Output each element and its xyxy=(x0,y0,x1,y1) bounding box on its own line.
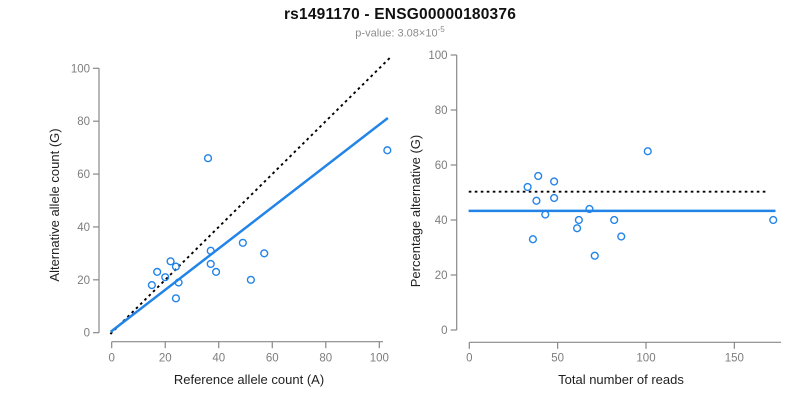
y-tick-label: 80 xyxy=(435,105,448,117)
y-tick-label: 80 xyxy=(77,116,90,128)
y-tick-label: 40 xyxy=(77,222,90,234)
x-tick-label: 0 xyxy=(108,353,114,365)
data-point xyxy=(643,147,652,156)
data-point xyxy=(550,193,559,203)
data-point xyxy=(572,224,582,233)
data-point xyxy=(174,278,183,287)
data-point xyxy=(166,257,175,266)
data-point xyxy=(528,235,538,244)
data-point xyxy=(617,232,626,241)
identity-line xyxy=(109,55,393,335)
data-point xyxy=(590,251,599,260)
y-tick-label: 100 xyxy=(71,63,90,75)
x-tick-label: 80 xyxy=(319,353,332,365)
data-point xyxy=(534,171,543,181)
p-value-base: p-value: 3.08×10 xyxy=(355,27,438,40)
x-tick-label: 20 xyxy=(159,353,172,365)
data-point xyxy=(211,267,221,276)
data-point xyxy=(532,196,541,205)
y-tick-label: 20 xyxy=(435,270,448,282)
y-tick-label: 20 xyxy=(77,275,90,287)
y-tick-label: 100 xyxy=(428,50,447,62)
data-point xyxy=(161,273,170,282)
data-point xyxy=(769,215,778,225)
x-axis-label: Reference allele count (A) xyxy=(174,372,324,387)
data-point xyxy=(171,262,181,271)
data-point xyxy=(260,249,269,258)
x-axis-label: Total number of reads xyxy=(558,372,684,387)
y-axis-label: Percentage alternative (G) xyxy=(408,135,423,287)
data-point xyxy=(610,215,619,225)
y-tick-label: 40 xyxy=(435,215,448,227)
x-tick-label: 40 xyxy=(212,353,225,365)
data-point xyxy=(574,215,583,225)
data-point xyxy=(523,182,532,192)
x-tick-label: 50 xyxy=(551,353,564,365)
data-point xyxy=(585,204,594,214)
y-axis-label: Alternative allele count (G) xyxy=(47,128,62,281)
data-point xyxy=(550,177,559,186)
data-point xyxy=(203,154,213,163)
data-point xyxy=(238,238,247,247)
x-tick-label: 100 xyxy=(636,353,655,365)
regression-line xyxy=(109,117,389,333)
data-point xyxy=(147,281,156,290)
x-tick-label: 150 xyxy=(725,353,744,365)
y-tick-label: 60 xyxy=(77,169,90,181)
data-point xyxy=(206,246,215,255)
p-value-subtitle: p-value: 3.08×10-5 xyxy=(0,25,800,40)
data-point xyxy=(541,210,550,219)
data-point xyxy=(171,294,181,303)
data-point xyxy=(206,259,215,269)
page-title: rs1491170 - ENSG00000180376 xyxy=(283,6,517,23)
data-point xyxy=(153,267,162,276)
x-tick-label: 0 xyxy=(466,353,472,365)
data-point xyxy=(246,275,255,284)
p-value-exponent: -5 xyxy=(437,25,445,34)
x-tick-label: 100 xyxy=(370,353,389,365)
y-tick-label: 0 xyxy=(441,325,447,337)
y-tick-label: 60 xyxy=(435,160,448,172)
y-tick-label: 0 xyxy=(84,328,90,340)
data-point xyxy=(383,146,392,155)
x-tick-label: 60 xyxy=(266,353,279,365)
